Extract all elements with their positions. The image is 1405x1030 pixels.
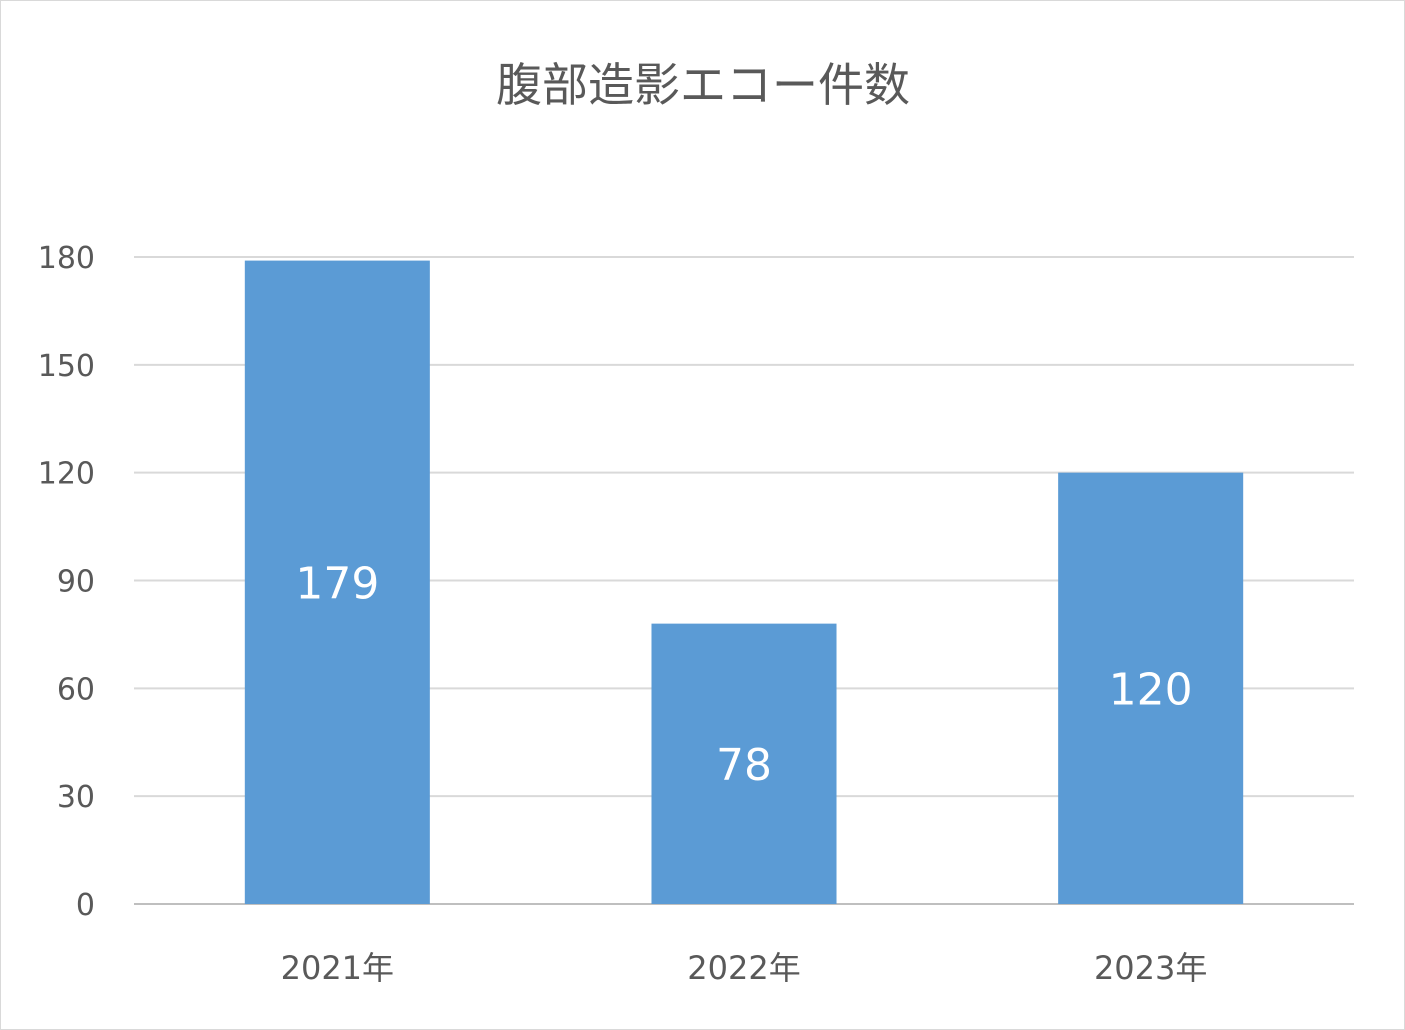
x-category-label: 2021年 [281, 949, 394, 987]
x-category-label: 2022年 [687, 949, 800, 987]
data-label-2: 78 [716, 740, 772, 791]
y-tick-label: 120 [38, 457, 95, 492]
bar-3 [1058, 472, 1244, 904]
x-category-label: 2023年 [1094, 949, 1207, 987]
y-tick-label: 90 [57, 565, 95, 600]
chart-title: 腹部造影エコー件数 [496, 58, 910, 112]
data-label-3: 120 [1109, 664, 1193, 715]
y-tick-label: 180 [38, 241, 95, 276]
x-axis: 2021年 2022年 2023年 [281, 949, 1208, 987]
y-tick-label: 0 [76, 888, 95, 923]
data-labels: 179 78 120 [295, 558, 1192, 791]
bars [244, 260, 1244, 904]
data-label-1: 179 [295, 558, 379, 609]
y-axis: 0 30 60 90 120 150 180 [38, 241, 95, 923]
y-tick-label: 150 [38, 349, 95, 384]
y-tick-label: 30 [57, 780, 95, 815]
bar-1 [244, 260, 430, 904]
y-tick-label: 60 [57, 672, 95, 707]
bar-2 [651, 623, 837, 904]
